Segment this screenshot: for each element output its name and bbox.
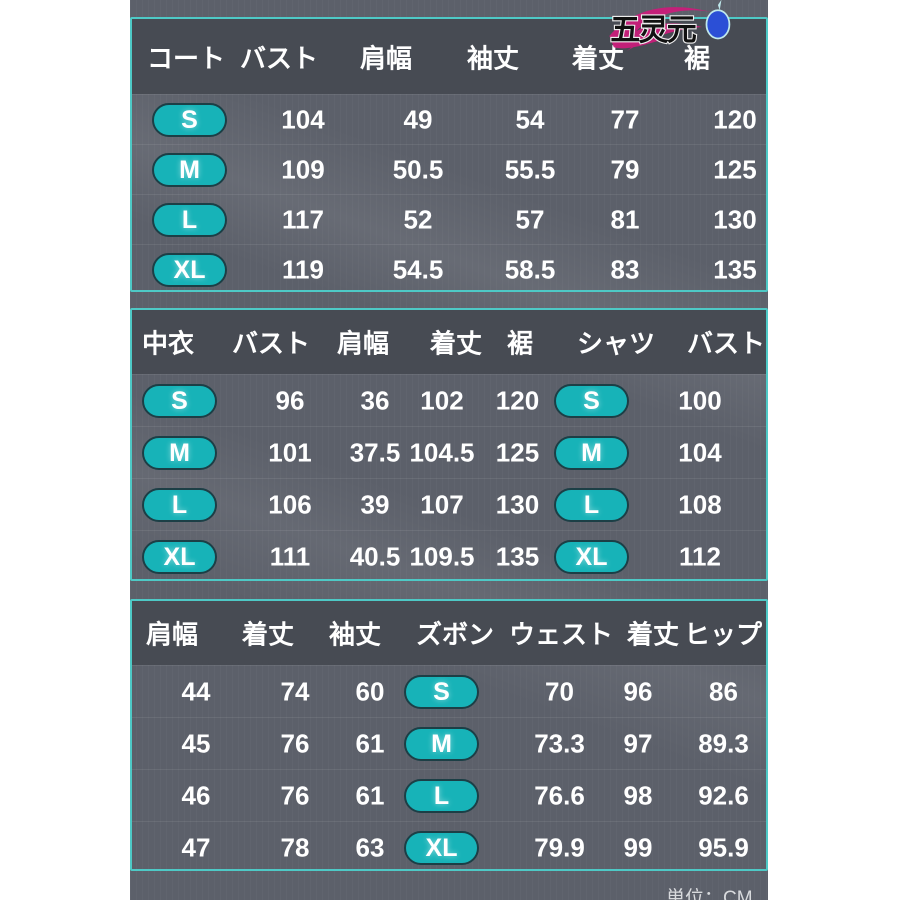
svg-text:五灵元: 五灵元 <box>610 14 696 47</box>
